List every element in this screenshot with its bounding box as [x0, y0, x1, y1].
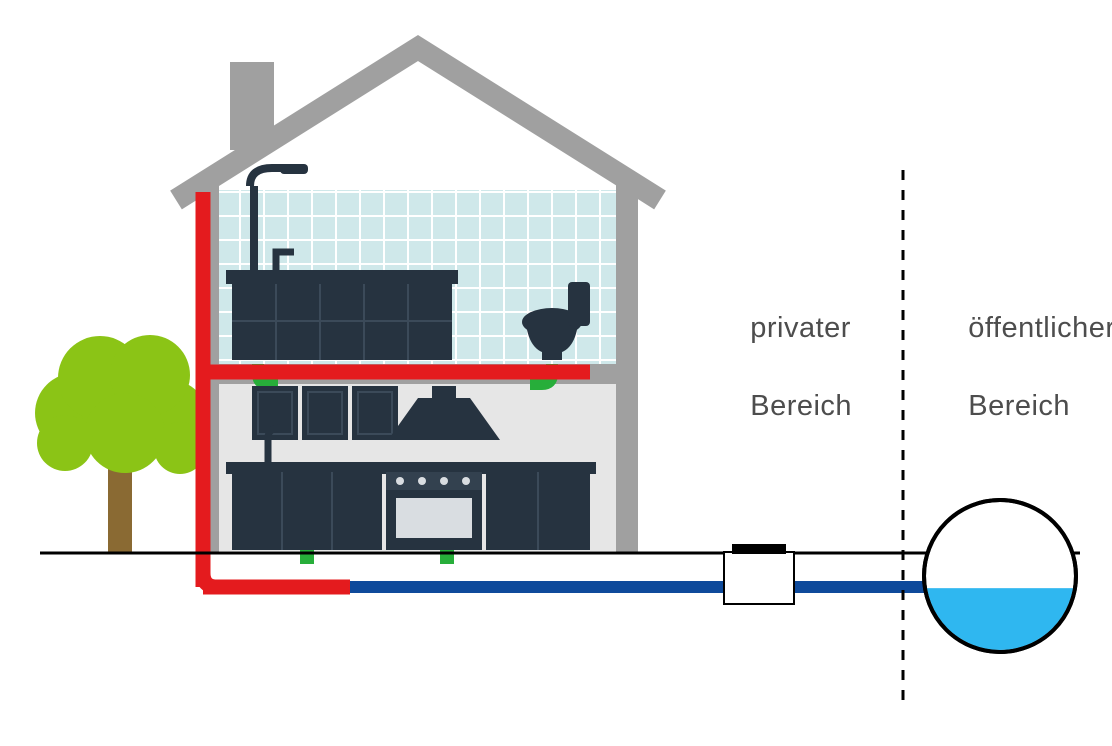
tree-foliage [85, 393, 165, 473]
inspection-lid [732, 544, 786, 554]
shower-head-icon [280, 164, 308, 174]
lower-cabinet-left [232, 472, 382, 550]
stove-knob-icon [440, 477, 448, 485]
stove-knob-icon [462, 477, 470, 485]
shower-riser [250, 186, 258, 282]
tree-foliage [37, 415, 93, 471]
label-public-line1: öffentlicher [968, 312, 1112, 344]
stove-knob-icon [396, 477, 404, 485]
stove-knob-icon [418, 477, 426, 485]
label-public-line2: Bereich [968, 390, 1070, 422]
tree-trunk [108, 463, 132, 553]
label-private-line2: Bereich [750, 390, 852, 422]
sewer-water [924, 588, 1076, 652]
label-public-area: öffentlicher Bereich [934, 270, 1112, 466]
label-private-line1: privater [750, 312, 851, 344]
label-private-area: privater Bereich [716, 270, 852, 466]
inspection-chamber [724, 552, 794, 604]
oven-window [396, 498, 472, 538]
toilet-tank-icon [568, 282, 590, 326]
